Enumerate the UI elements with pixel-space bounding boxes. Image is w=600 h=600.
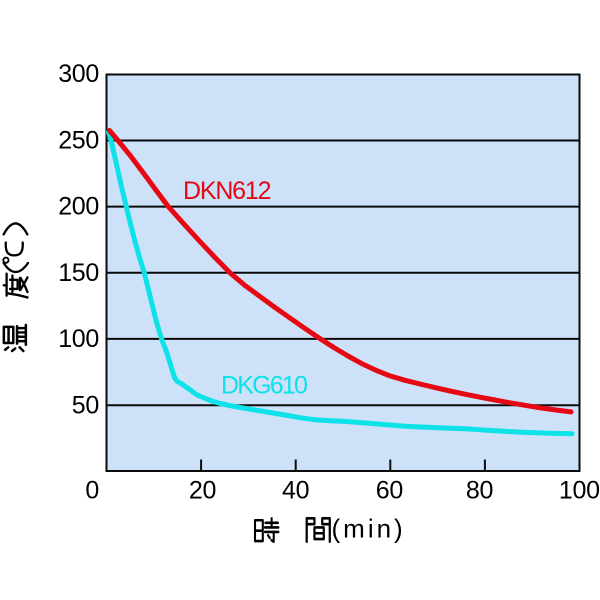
svg-text:DKN612: DKN612 (183, 177, 271, 205)
svg-text:150: 150 (58, 259, 99, 287)
svg-text:100: 100 (58, 325, 99, 353)
svg-text:50: 50 (72, 391, 99, 419)
svg-text:20: 20 (189, 477, 216, 505)
svg-text:100: 100 (559, 477, 600, 505)
svg-text:250: 250 (58, 127, 99, 155)
svg-text:40: 40 (282, 477, 309, 505)
svg-text:60: 60 (376, 477, 403, 505)
svg-text:DKG610: DKG610 (221, 372, 307, 400)
svg-text:300: 300 (58, 60, 99, 88)
svg-text:80: 80 (466, 477, 493, 505)
svg-text:(min): (min) (332, 514, 406, 544)
svg-text:200: 200 (58, 193, 99, 221)
svg-text:0: 0 (85, 477, 99, 505)
